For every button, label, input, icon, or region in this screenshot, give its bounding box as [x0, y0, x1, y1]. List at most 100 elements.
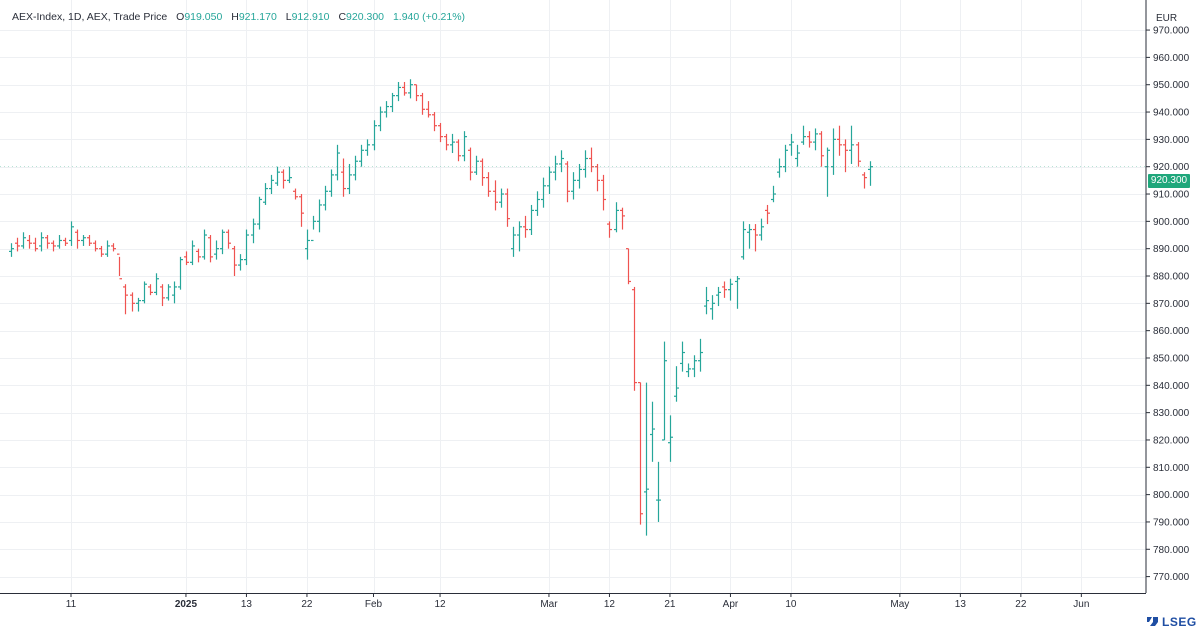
ohlc-bar — [160, 284, 165, 307]
y-tick-label: 870.000 — [1153, 299, 1190, 310]
ohlc-bar — [226, 229, 231, 249]
ohlc-bar — [686, 363, 691, 378]
ohlc-bar — [196, 248, 201, 263]
ohlc-bar — [474, 155, 479, 175]
ohlc-bar — [535, 191, 540, 216]
x-tick-label: Feb — [365, 599, 383, 610]
ohlc-bar — [565, 161, 570, 203]
ohlc-bar — [462, 131, 467, 162]
ohlc-bar — [275, 166, 280, 186]
ohlc-bar — [317, 199, 322, 233]
y-tick-labels: 770.000 780.000 790.000 800.000 810.000 820.0… — [1146, 26, 1190, 583]
ohlc-bar — [607, 221, 612, 238]
ohlc-bar — [414, 84, 419, 102]
x-tick-label: 2025 — [175, 599, 198, 610]
ohlc-bar — [620, 207, 625, 230]
x-tick-label: 11 — [66, 599, 77, 610]
ohlc-bar — [480, 158, 485, 186]
brand-logo-icon — [1147, 617, 1158, 626]
ohlc-bar — [753, 224, 758, 252]
ohlc-bar — [263, 183, 268, 205]
x-tick-label: 12 — [604, 599, 616, 610]
ohlc-bar — [293, 188, 298, 200]
y-tick-label: 790.000 — [1153, 517, 1190, 528]
ohlc-bar — [716, 286, 721, 307]
ohlc-bar — [172, 281, 177, 304]
ohlc-bar — [27, 235, 32, 249]
ohlc-bar — [257, 196, 262, 230]
ohlc-bar — [142, 281, 147, 304]
ohlc-bar — [553, 155, 558, 181]
x-tick-label: Jun — [1073, 599, 1089, 610]
legend-low-value: 912.910 — [291, 11, 330, 23]
ohlc-bar — [238, 254, 243, 271]
ohlc-bar — [813, 128, 818, 151]
ohlc-bar — [710, 295, 715, 320]
ohlc-bar — [353, 155, 358, 181]
ohlc-bar — [771, 185, 776, 203]
x-tick-label: May — [890, 599, 909, 610]
x-tick-label: Mar — [540, 599, 558, 610]
legend-close-label: C — [338, 11, 347, 23]
ohlc-bar — [323, 185, 328, 211]
x-tick-label: 22 — [301, 599, 313, 610]
legend-low-label: L — [285, 11, 292, 23]
ohlc-bar — [559, 150, 564, 173]
ohlc-bar — [819, 131, 824, 167]
chart-legend: AEX-Index, 1D, AEX, Trade Price O919.050… — [12, 11, 465, 23]
x-tick-label: 13 — [241, 599, 253, 610]
ohlc-bar — [650, 401, 655, 462]
ohlc-bar — [843, 139, 848, 173]
ohlc-bar — [365, 139, 370, 156]
ohlc-bar — [81, 235, 86, 246]
ohlc-bar — [517, 221, 522, 252]
y-tick-label: 900.000 — [1153, 217, 1190, 228]
ohlc-bar — [849, 125, 854, 164]
y-tick-label: 910.000 — [1153, 190, 1190, 201]
ohlc-bar — [136, 297, 141, 312]
ohlc-bar — [154, 273, 159, 296]
ohlc-bar — [45, 235, 50, 249]
ohlc-bar — [692, 355, 697, 378]
ohlc-bar — [499, 188, 504, 208]
ohlc-bar — [299, 194, 304, 227]
legend-high-label: H — [231, 11, 239, 23]
ohlc-bar — [214, 240, 219, 260]
ohlc-bar — [208, 235, 213, 263]
y-tick-label: 960.000 — [1153, 53, 1190, 64]
ohlc-bar — [468, 147, 473, 181]
y-tick-label: 880.000 — [1153, 272, 1190, 283]
ohlc-bar — [656, 461, 661, 522]
ohlc-bar — [680, 341, 685, 372]
ohlc-bar — [287, 166, 292, 184]
ohlc-bar — [825, 147, 830, 197]
ohlc-bar — [807, 131, 812, 148]
ohlc-bar — [396, 81, 401, 102]
ohlc-bar — [426, 101, 431, 118]
ohlc-bar — [795, 144, 800, 167]
last-price-tag: 920.300 — [1148, 174, 1190, 188]
ohlc-bar — [741, 221, 746, 260]
y-tick-label: 800.000 — [1153, 490, 1190, 501]
ohlc-bar — [123, 284, 128, 315]
ohlc-bar — [347, 163, 352, 195]
legend-change: 1.940 (+0.21%) — [392, 11, 466, 23]
ohlc-bar — [117, 253, 122, 280]
ohlc-bar — [577, 163, 582, 189]
ohlc-bar — [269, 174, 274, 195]
ohlc-bar — [626, 248, 631, 285]
x-tick-label: Apr — [723, 599, 739, 610]
ohlc-bar — [244, 229, 249, 266]
ohlc-bar — [728, 278, 733, 301]
ohlc-bar — [632, 286, 637, 391]
ohlc-bar — [341, 158, 346, 197]
ohlc-bar — [251, 218, 256, 244]
y-tick-label: 820.000 — [1153, 435, 1190, 446]
ohlc-bar — [523, 215, 528, 238]
y-tick-label: 810.000 — [1153, 463, 1190, 474]
ohlc-bar — [668, 415, 673, 462]
ohlc-bar — [856, 142, 861, 167]
ohlc-bar — [311, 215, 316, 242]
ohlc-bar — [178, 256, 183, 290]
